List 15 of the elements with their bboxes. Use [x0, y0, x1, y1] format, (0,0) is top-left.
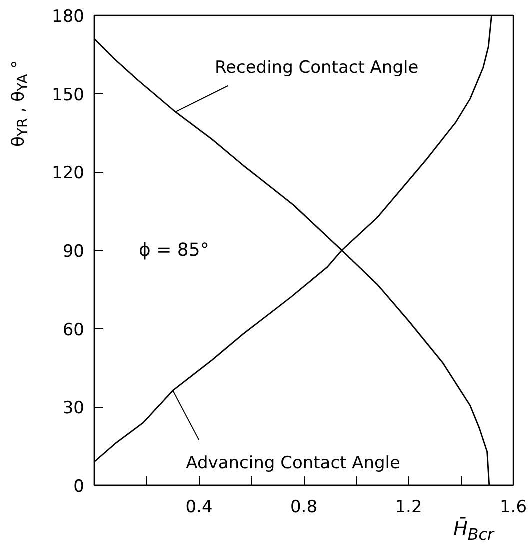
- x-tick-label: 1.6: [500, 498, 528, 518]
- y-tick-label: 90: [62, 242, 85, 262]
- y-tick-label: 150: [52, 85, 85, 106]
- annotation: ϕ = 85°: [139, 240, 210, 261]
- y-tick-label: 180: [52, 7, 85, 27]
- y-tick-label: 30: [62, 398, 85, 419]
- y-tick-label: 0: [74, 477, 85, 497]
- x-tick-label: 0.8: [290, 498, 318, 518]
- x-tick-label: 0.4: [186, 498, 213, 518]
- annotation: Receding Contact Angle: [214, 58, 419, 78]
- y-tick-label: 60: [62, 320, 85, 340]
- x-axis-title: H̄$_{Bcr}$: [454, 518, 494, 544]
- annotation: Advancing Contact Angle: [186, 453, 400, 474]
- y-tick-label: 120: [52, 164, 85, 184]
- x-tick-label: 1.2: [395, 498, 422, 518]
